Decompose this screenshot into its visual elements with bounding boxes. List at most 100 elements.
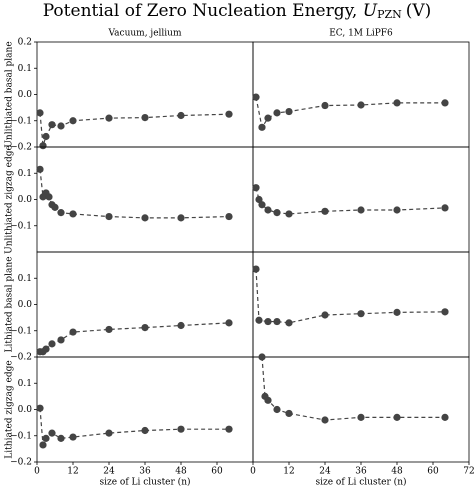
data-point <box>285 210 293 218</box>
data-line <box>39 408 229 448</box>
data-point <box>177 111 185 120</box>
data-point <box>393 206 401 214</box>
data-point <box>258 201 266 209</box>
data-point <box>48 429 56 437</box>
data-point <box>225 425 233 433</box>
panel-frame <box>36 251 254 358</box>
data-point <box>357 206 365 214</box>
data-point <box>48 340 56 348</box>
data-point <box>51 203 59 211</box>
data-point <box>357 101 365 109</box>
x-tick-label: 36 <box>139 467 151 477</box>
data-point <box>393 99 401 107</box>
data-point <box>141 324 149 332</box>
data-point <box>69 210 77 218</box>
data-point <box>39 441 47 449</box>
data-point <box>264 114 272 122</box>
data-point <box>321 416 329 424</box>
x-tick-label: 60 <box>211 467 223 477</box>
data-point <box>57 336 65 344</box>
data-point <box>105 212 113 221</box>
panel-frame <box>36 356 254 463</box>
data-point <box>264 317 272 326</box>
data-point <box>39 142 47 150</box>
title-symbol: U <box>363 1 378 21</box>
data-point <box>258 353 266 361</box>
data-point <box>141 214 149 222</box>
row-label: Unlithiated zigzag edge <box>5 145 15 254</box>
data-point <box>225 212 233 221</box>
data-point <box>48 121 56 129</box>
data-point <box>273 317 281 326</box>
column-title: Vacuum, jellium <box>107 29 181 39</box>
data-point <box>45 193 53 201</box>
y-tick-label: −0.1 <box>10 116 32 126</box>
panel-frame <box>252 251 470 358</box>
title-text: Potential of Zero Nucleation Energy, <box>43 1 358 21</box>
data-point <box>57 209 65 217</box>
title-subscript: PZN <box>377 8 402 21</box>
data-point <box>273 405 281 414</box>
data-line <box>255 187 446 215</box>
row-label: Lithiated zigzag edge <box>5 360 15 458</box>
data-point <box>393 308 401 316</box>
data-point <box>321 207 329 215</box>
y-tick-label: 0.0 <box>18 300 33 310</box>
y-tick-label: 0.1 <box>18 169 32 179</box>
data-line <box>40 322 230 353</box>
data-line <box>255 97 445 129</box>
data-point <box>36 404 44 412</box>
data-point <box>105 114 113 122</box>
x-tick-label: 24 <box>103 467 115 477</box>
x-tick-label: 72 <box>463 467 474 477</box>
data-point <box>57 434 65 442</box>
y-tick-label: −0.2 <box>10 143 32 153</box>
y-tick-label: 0.1 <box>18 274 32 284</box>
data-point <box>441 99 449 107</box>
data-point <box>42 132 50 141</box>
data-point <box>69 117 77 125</box>
y-tick-label: 0.1 <box>18 379 32 389</box>
data-point <box>252 265 260 273</box>
data-point <box>255 316 263 324</box>
y-tick-label: −0.2 <box>10 353 32 363</box>
row-label: Lithiated basal plane <box>5 256 15 352</box>
x-tick-label: 24 <box>319 467 331 477</box>
data-point <box>393 413 401 421</box>
y-tick-label: 0.0 <box>18 195 33 205</box>
data-point <box>252 184 260 192</box>
data-point <box>357 310 365 318</box>
y-tick-label: −0.1 <box>10 431 32 441</box>
data-point <box>285 409 293 418</box>
figure-title: Potential of Zero Nucleation Energy, UPZ… <box>43 1 432 22</box>
x-tick-label: 36 <box>355 467 367 477</box>
data-point <box>285 107 293 116</box>
data-point <box>273 209 281 217</box>
data-point <box>285 319 293 327</box>
data-point <box>177 214 185 222</box>
data-point <box>264 396 272 404</box>
data-point <box>69 328 77 336</box>
y-tick-label: 0.0 <box>18 90 33 100</box>
column-title: EC, 1M LiPF6 <box>329 29 393 39</box>
y-tick-label: 0.0 <box>18 405 33 415</box>
y-tick-label: −0.1 <box>10 221 32 231</box>
data-point <box>225 110 233 118</box>
panel-frame <box>252 146 470 253</box>
data-point <box>105 325 113 334</box>
data-point <box>42 345 50 353</box>
data-line <box>39 169 230 219</box>
row-label: Unlithiated basal plane <box>5 41 15 147</box>
panel-frame <box>252 41 470 148</box>
data-point <box>264 206 272 214</box>
x-tick-label: 12 <box>283 467 294 477</box>
data-point <box>141 426 149 435</box>
data-point <box>57 122 65 130</box>
x-tick-label: 60 <box>427 467 439 477</box>
x-axis-label: size of Li cluster (n) <box>315 477 406 488</box>
data-point <box>357 413 365 421</box>
title-unit: (V) <box>406 1 432 21</box>
data-point <box>225 319 233 327</box>
data-point <box>36 109 44 117</box>
